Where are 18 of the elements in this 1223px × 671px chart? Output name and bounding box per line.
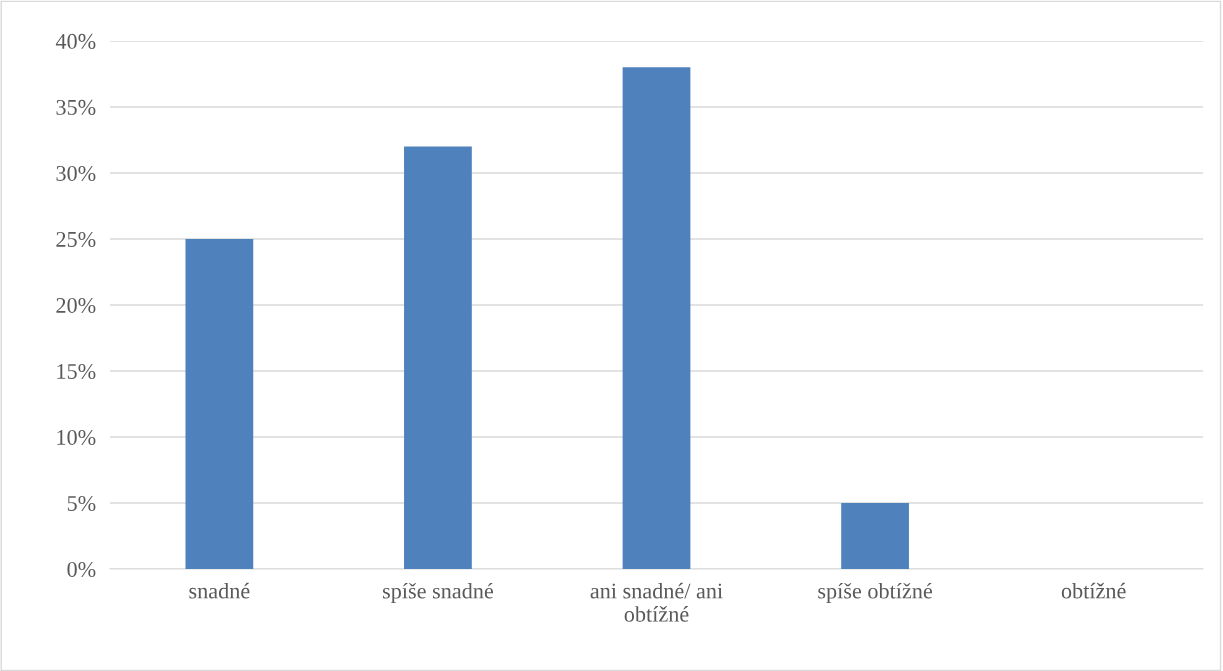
x-tick-label: spíše obtížné xyxy=(818,582,933,604)
y-tick-label: 5% xyxy=(67,495,96,511)
y-tick-label: 35% xyxy=(56,99,96,115)
y-tick-label: 15% xyxy=(57,363,96,379)
x-tick-label: obtížné xyxy=(1061,582,1126,599)
bar xyxy=(622,67,691,570)
bar xyxy=(841,503,909,570)
y-tick-label: 0% xyxy=(67,561,96,578)
y-tick-label: 40% xyxy=(55,33,96,49)
y-tick-label: 20% xyxy=(56,297,96,313)
y-tick-label: 30% xyxy=(56,165,96,181)
x-tick-label: spíše snadné xyxy=(382,582,494,604)
bar xyxy=(404,146,472,570)
y-tick-label: 10% xyxy=(57,429,96,445)
bar xyxy=(185,238,254,570)
y-tick-label: 25% xyxy=(56,231,96,247)
x-tick-label: snadné xyxy=(189,582,250,599)
x-tick-label: ani snadné/ ani obtížné xyxy=(590,582,723,622)
